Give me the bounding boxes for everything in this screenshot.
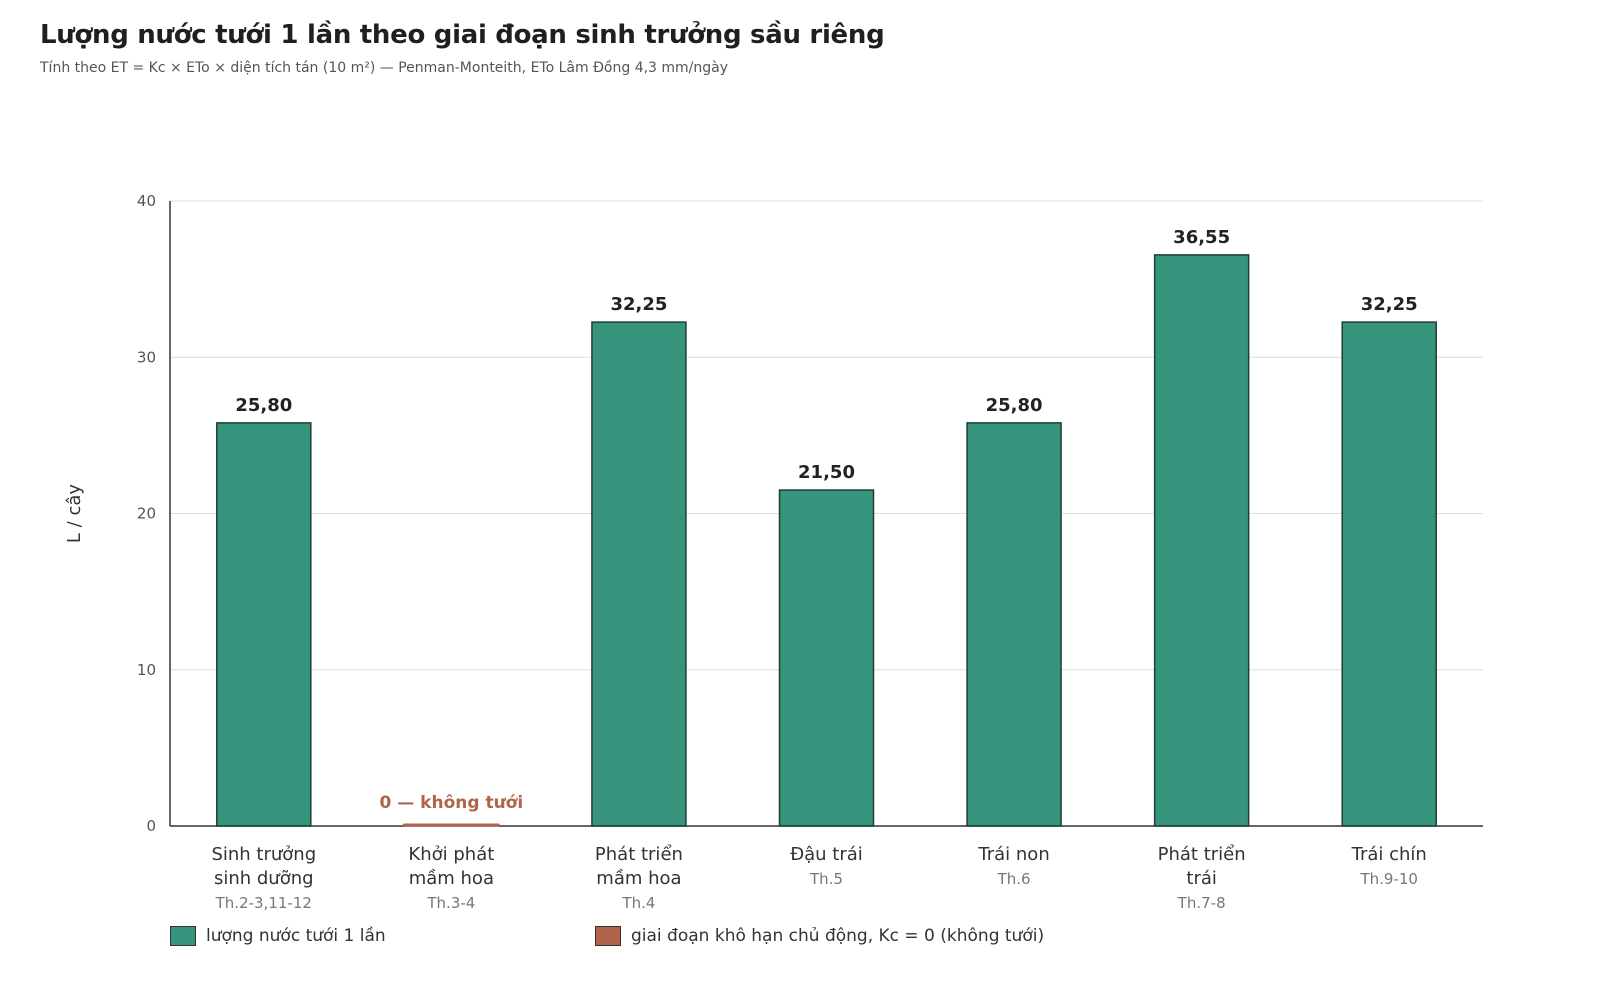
- x-tick-label: Phát triển: [1158, 844, 1246, 865]
- y-tick-label: 0: [146, 817, 156, 835]
- y-tick-label: 20: [137, 505, 156, 523]
- x-tick-label: Sinh trưởng: [211, 844, 316, 865]
- bar: [216, 422, 312, 827]
- x-tick-months: Th.3-4: [426, 894, 475, 912]
- x-tick-months: Th.7-8: [1177, 894, 1226, 912]
- legend-item-dry-stage: giai đoạn khô hạn chủ động, Kc = 0 (khôn…: [595, 926, 1044, 946]
- x-tick-label: Trái non: [977, 844, 1049, 865]
- data-label: 21,50: [798, 462, 855, 483]
- bar: [591, 321, 687, 827]
- x-tick-months: Th.4: [621, 894, 655, 912]
- chart-title: Lượng nước tưới 1 lần theo giai đoạn sin…: [40, 20, 885, 50]
- legend-swatch-dry-stage: [595, 926, 621, 946]
- x-tick-months: Th.2-3,11-12: [215, 894, 312, 912]
- x-tick-label: sinh dưỡng: [214, 868, 314, 889]
- legend-label-irrigation: lượng nước tưới 1 lần: [206, 926, 386, 946]
- chart-subtitle: Tính theo ET = Kc × ETo × diện tích tán …: [40, 60, 729, 76]
- y-tick-label: 10: [137, 661, 156, 679]
- legend-label-dry-stage: giai đoạn khô hạn chủ động, Kc = 0 (khôn…: [631, 926, 1045, 946]
- y-tick-label: 40: [137, 192, 156, 210]
- bar: [966, 422, 1062, 827]
- x-tick-label: Trái chín: [1351, 844, 1427, 865]
- data-label: 32,25: [1361, 294, 1418, 315]
- x-tick-label: Phát triển: [595, 844, 683, 865]
- x-tick-months: Th.9-10: [1359, 870, 1417, 888]
- legend-item-irrigation: lượng nước tưới 1 lần: [170, 926, 386, 946]
- bar: [1153, 254, 1250, 827]
- bar: [1341, 321, 1437, 827]
- x-tick-label: mầm hoa: [409, 868, 494, 889]
- x-tick-label: trái: [1186, 868, 1217, 889]
- x-tick-label: Khởi phát: [408, 844, 494, 865]
- data-label: 25,80: [986, 395, 1043, 416]
- x-tick-months: Th.5: [809, 870, 843, 888]
- data-label: 32,25: [610, 294, 667, 315]
- legend-swatch-irrigation: [170, 926, 196, 946]
- data-label: 36,55: [1173, 227, 1230, 248]
- x-tick-label: mầm hoa: [596, 868, 681, 889]
- data-label-dry: 0 — không tưới: [380, 793, 524, 813]
- x-tick-label: Đậu trái: [790, 844, 863, 865]
- y-axis-label: L / cây: [64, 484, 85, 543]
- data-label: 25,80: [235, 395, 292, 416]
- x-tick-months: Th.6: [997, 870, 1031, 888]
- bar: [778, 489, 875, 827]
- y-tick-label: 30: [137, 348, 156, 366]
